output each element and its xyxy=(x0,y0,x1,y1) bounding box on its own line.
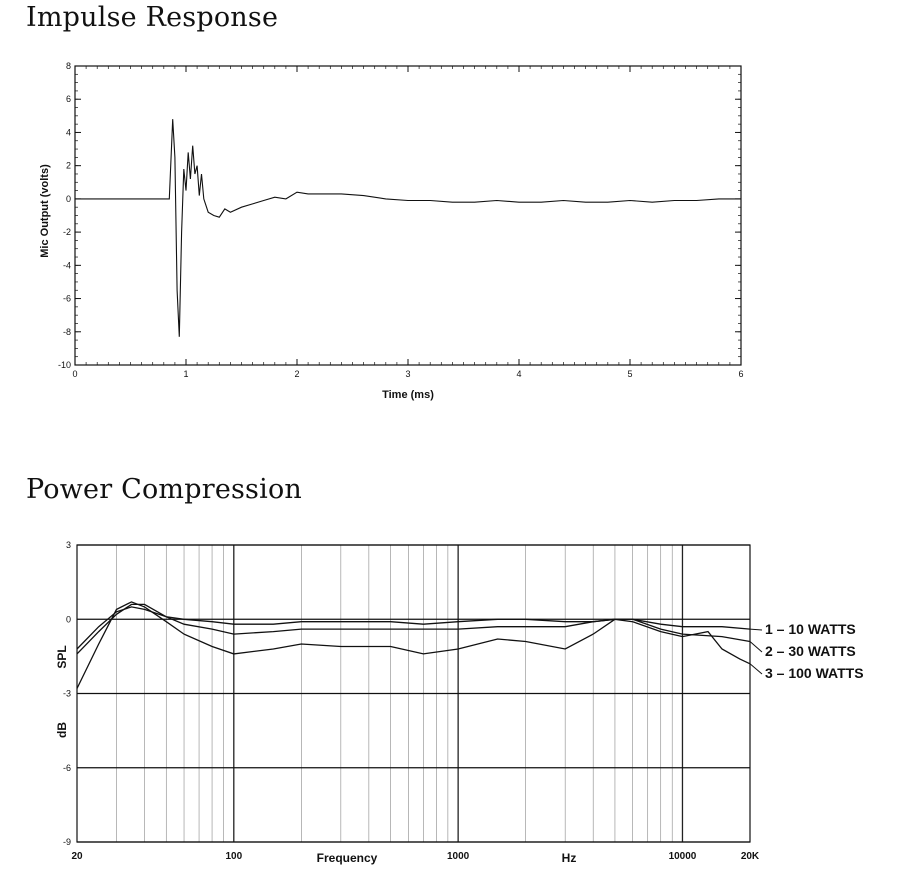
impulse-response-title: Impulse Response xyxy=(26,2,279,33)
compression-y-tick-label: 0 xyxy=(66,614,71,624)
impulse-y-tick-label: 8 xyxy=(66,61,71,71)
compression-y-tick-label: -3 xyxy=(63,689,71,699)
impulse-series-line xyxy=(75,119,741,337)
impulse-y-tick-label: -10 xyxy=(58,360,71,370)
compression-y-tick-label: -9 xyxy=(63,837,71,847)
impulse-x-tick-label: 6 xyxy=(738,369,743,379)
compression-x-tick-label: 100 xyxy=(225,851,242,862)
power-compression-title: Power Compression xyxy=(26,474,302,505)
compression-x-unit-label: Hz xyxy=(562,851,577,865)
compression-plot-frame xyxy=(76,544,751,843)
compression-spl-label: SPL xyxy=(55,645,69,668)
impulse-y-tick-label: 4 xyxy=(66,127,71,137)
impulse-x-tick-label: 1 xyxy=(183,369,188,379)
legend-leader-line xyxy=(749,628,763,631)
impulse-y-tick-label: -2 xyxy=(63,227,71,237)
legend-leader-line xyxy=(749,663,763,675)
impulse-y-tick-label: -4 xyxy=(63,260,71,270)
impulse-y-tick-label: 0 xyxy=(66,194,71,204)
impulse-x-tick-label: 2 xyxy=(294,369,299,379)
impulse-x-tick-label: 0 xyxy=(72,369,77,379)
impulse-y-axis-label: Mic Output (volts) xyxy=(39,164,51,258)
impulse-x-tick-label: 3 xyxy=(405,369,410,379)
legend-label-3: 3 – 100 WATTS xyxy=(765,665,864,681)
impulse-y-tick-label: -8 xyxy=(63,327,71,337)
compression-db-label: dB xyxy=(55,722,69,738)
legend-label-1: 1 – 10 WATTS xyxy=(765,621,856,637)
impulse-x-tick-label: 5 xyxy=(627,369,632,379)
compression-x-tick-label: 20K xyxy=(741,851,760,862)
impulse-x-axis-label: Time (ms) xyxy=(382,389,434,401)
impulse-y-tick-label: 6 xyxy=(66,94,71,104)
impulse-x-tick-label: 4 xyxy=(516,369,521,379)
compression-x-axis-label: Frequency xyxy=(317,851,378,865)
compression-x-tick-label: 1000 xyxy=(447,851,470,862)
legend-leader-line xyxy=(749,641,763,653)
compression-series-line-3 xyxy=(76,601,751,689)
compression-x-tick-label: 20 xyxy=(71,851,83,862)
compression-y-tick-label: -6 xyxy=(63,763,71,773)
legend-label-2: 2 – 30 WATTS xyxy=(765,643,856,659)
compression-x-tick-label: 10000 xyxy=(669,851,697,862)
impulse-y-tick-label: 2 xyxy=(66,161,71,171)
compression-series-line-2 xyxy=(76,603,751,655)
compression-y-tick-label: 3 xyxy=(66,540,71,550)
impulse-y-tick-label: -6 xyxy=(63,294,71,304)
